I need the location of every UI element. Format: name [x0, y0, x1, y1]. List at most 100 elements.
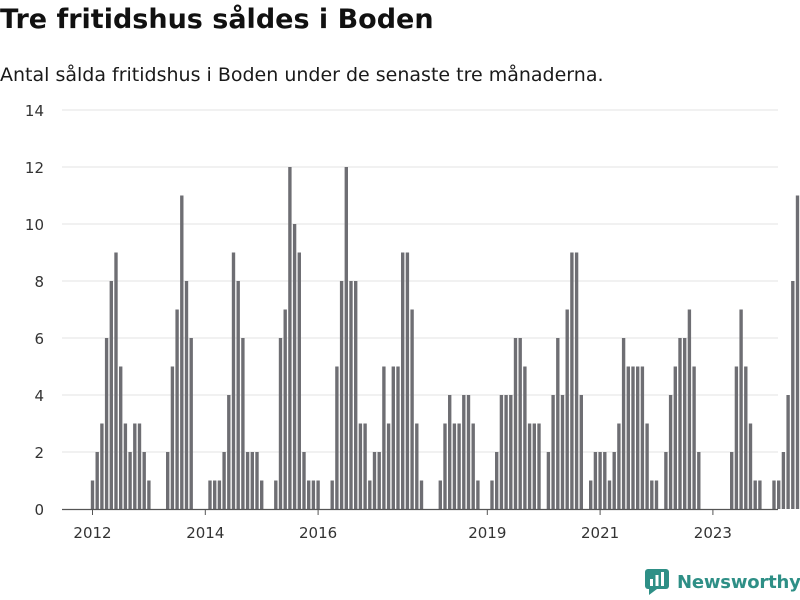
bar: [781, 452, 786, 509]
bar: [274, 480, 278, 509]
bars: [90, 167, 800, 509]
y-tick-label: 10: [25, 216, 44, 234]
bar: [537, 423, 541, 509]
bar: [344, 167, 348, 509]
bar: [490, 480, 494, 509]
bar: [128, 452, 132, 509]
bar: [748, 423, 753, 509]
bar: [518, 338, 522, 509]
bar: [114, 252, 118, 509]
bar: [166, 452, 170, 509]
y-tick-label: 4: [34, 387, 44, 405]
bar: [217, 480, 222, 509]
bar: [509, 395, 513, 509]
y-tick-label: 12: [25, 159, 44, 177]
newsworthy-logo-icon: [645, 569, 669, 595]
bar: [292, 224, 297, 509]
bar: [189, 338, 193, 509]
bar: [556, 338, 560, 509]
bar: [100, 423, 104, 509]
bar: [109, 281, 113, 509]
bar: [574, 252, 579, 509]
bar: [297, 252, 301, 509]
bar: [513, 338, 518, 509]
bar: [241, 338, 245, 509]
bar: [499, 395, 504, 509]
bar: [307, 480, 311, 509]
bar: [410, 309, 414, 509]
bar: [640, 366, 645, 509]
x-tick-label: 2019: [468, 524, 506, 542]
bar: [448, 395, 452, 509]
bar: [330, 480, 334, 509]
bar: [123, 423, 128, 509]
bar: [288, 167, 292, 509]
bar: [532, 423, 536, 509]
x-tick-label: 2016: [299, 524, 337, 542]
bar: [678, 338, 682, 509]
bar: [697, 452, 701, 509]
bar: [664, 452, 668, 509]
bar: [133, 423, 137, 509]
bar: [565, 309, 569, 509]
chart-subtitle: Antal sålda fritidshus i Boden under de …: [0, 64, 604, 86]
newsworthy-logo: Newsworthy: [645, 569, 800, 595]
bar: [607, 480, 612, 509]
bar: [462, 395, 466, 509]
bar: [368, 480, 372, 509]
bar: [744, 366, 748, 509]
bar: [495, 452, 499, 509]
bar: [687, 309, 692, 509]
bar: [396, 366, 400, 509]
bar: [255, 452, 259, 509]
y-tick-label: 0: [34, 501, 44, 519]
bar: [90, 480, 95, 509]
bar: [621, 338, 626, 509]
bar: [758, 480, 762, 509]
bar: [603, 452, 607, 509]
bar: [466, 395, 471, 509]
y-tick-label: 8: [34, 273, 44, 291]
x-tick-label: 2014: [186, 524, 224, 542]
bar: [650, 480, 654, 509]
bar: [227, 395, 231, 509]
bar: [372, 452, 377, 509]
bar: [391, 366, 395, 509]
bar: [231, 252, 236, 509]
bar: [654, 480, 659, 509]
bar: [673, 366, 677, 509]
bar: [208, 480, 212, 509]
chart-title: Tre fritidshus såldes i Boden: [0, 4, 434, 35]
bar: [772, 480, 776, 509]
bar: [382, 366, 386, 509]
bar: [471, 423, 475, 509]
bar: [401, 252, 405, 509]
bar: [349, 281, 353, 509]
brand-name: Newsworthy: [677, 571, 800, 593]
bar: [476, 480, 480, 509]
y-tick-label: 6: [34, 330, 44, 348]
bar: [631, 366, 635, 509]
x-tick-label: 2012: [73, 524, 111, 542]
y-tick-label: 2: [34, 444, 44, 462]
bar: [730, 452, 734, 509]
bar: [452, 423, 457, 509]
bar: [734, 366, 739, 509]
bar: [339, 281, 344, 509]
bar: [777, 480, 781, 509]
bar: [645, 423, 649, 509]
y-tick-label: 14: [25, 102, 44, 120]
bar: [377, 452, 381, 509]
bar: [142, 452, 146, 509]
bar: [560, 395, 565, 509]
x-axis: 2012201420162019202120232025: [62, 508, 778, 542]
bar: [457, 423, 461, 509]
bar: [236, 281, 240, 509]
bar: [579, 395, 583, 509]
x-tick-label: 2023: [694, 524, 732, 542]
bar: [617, 423, 621, 509]
bar: [283, 309, 287, 509]
bar: [358, 423, 363, 509]
bar: [443, 423, 447, 509]
